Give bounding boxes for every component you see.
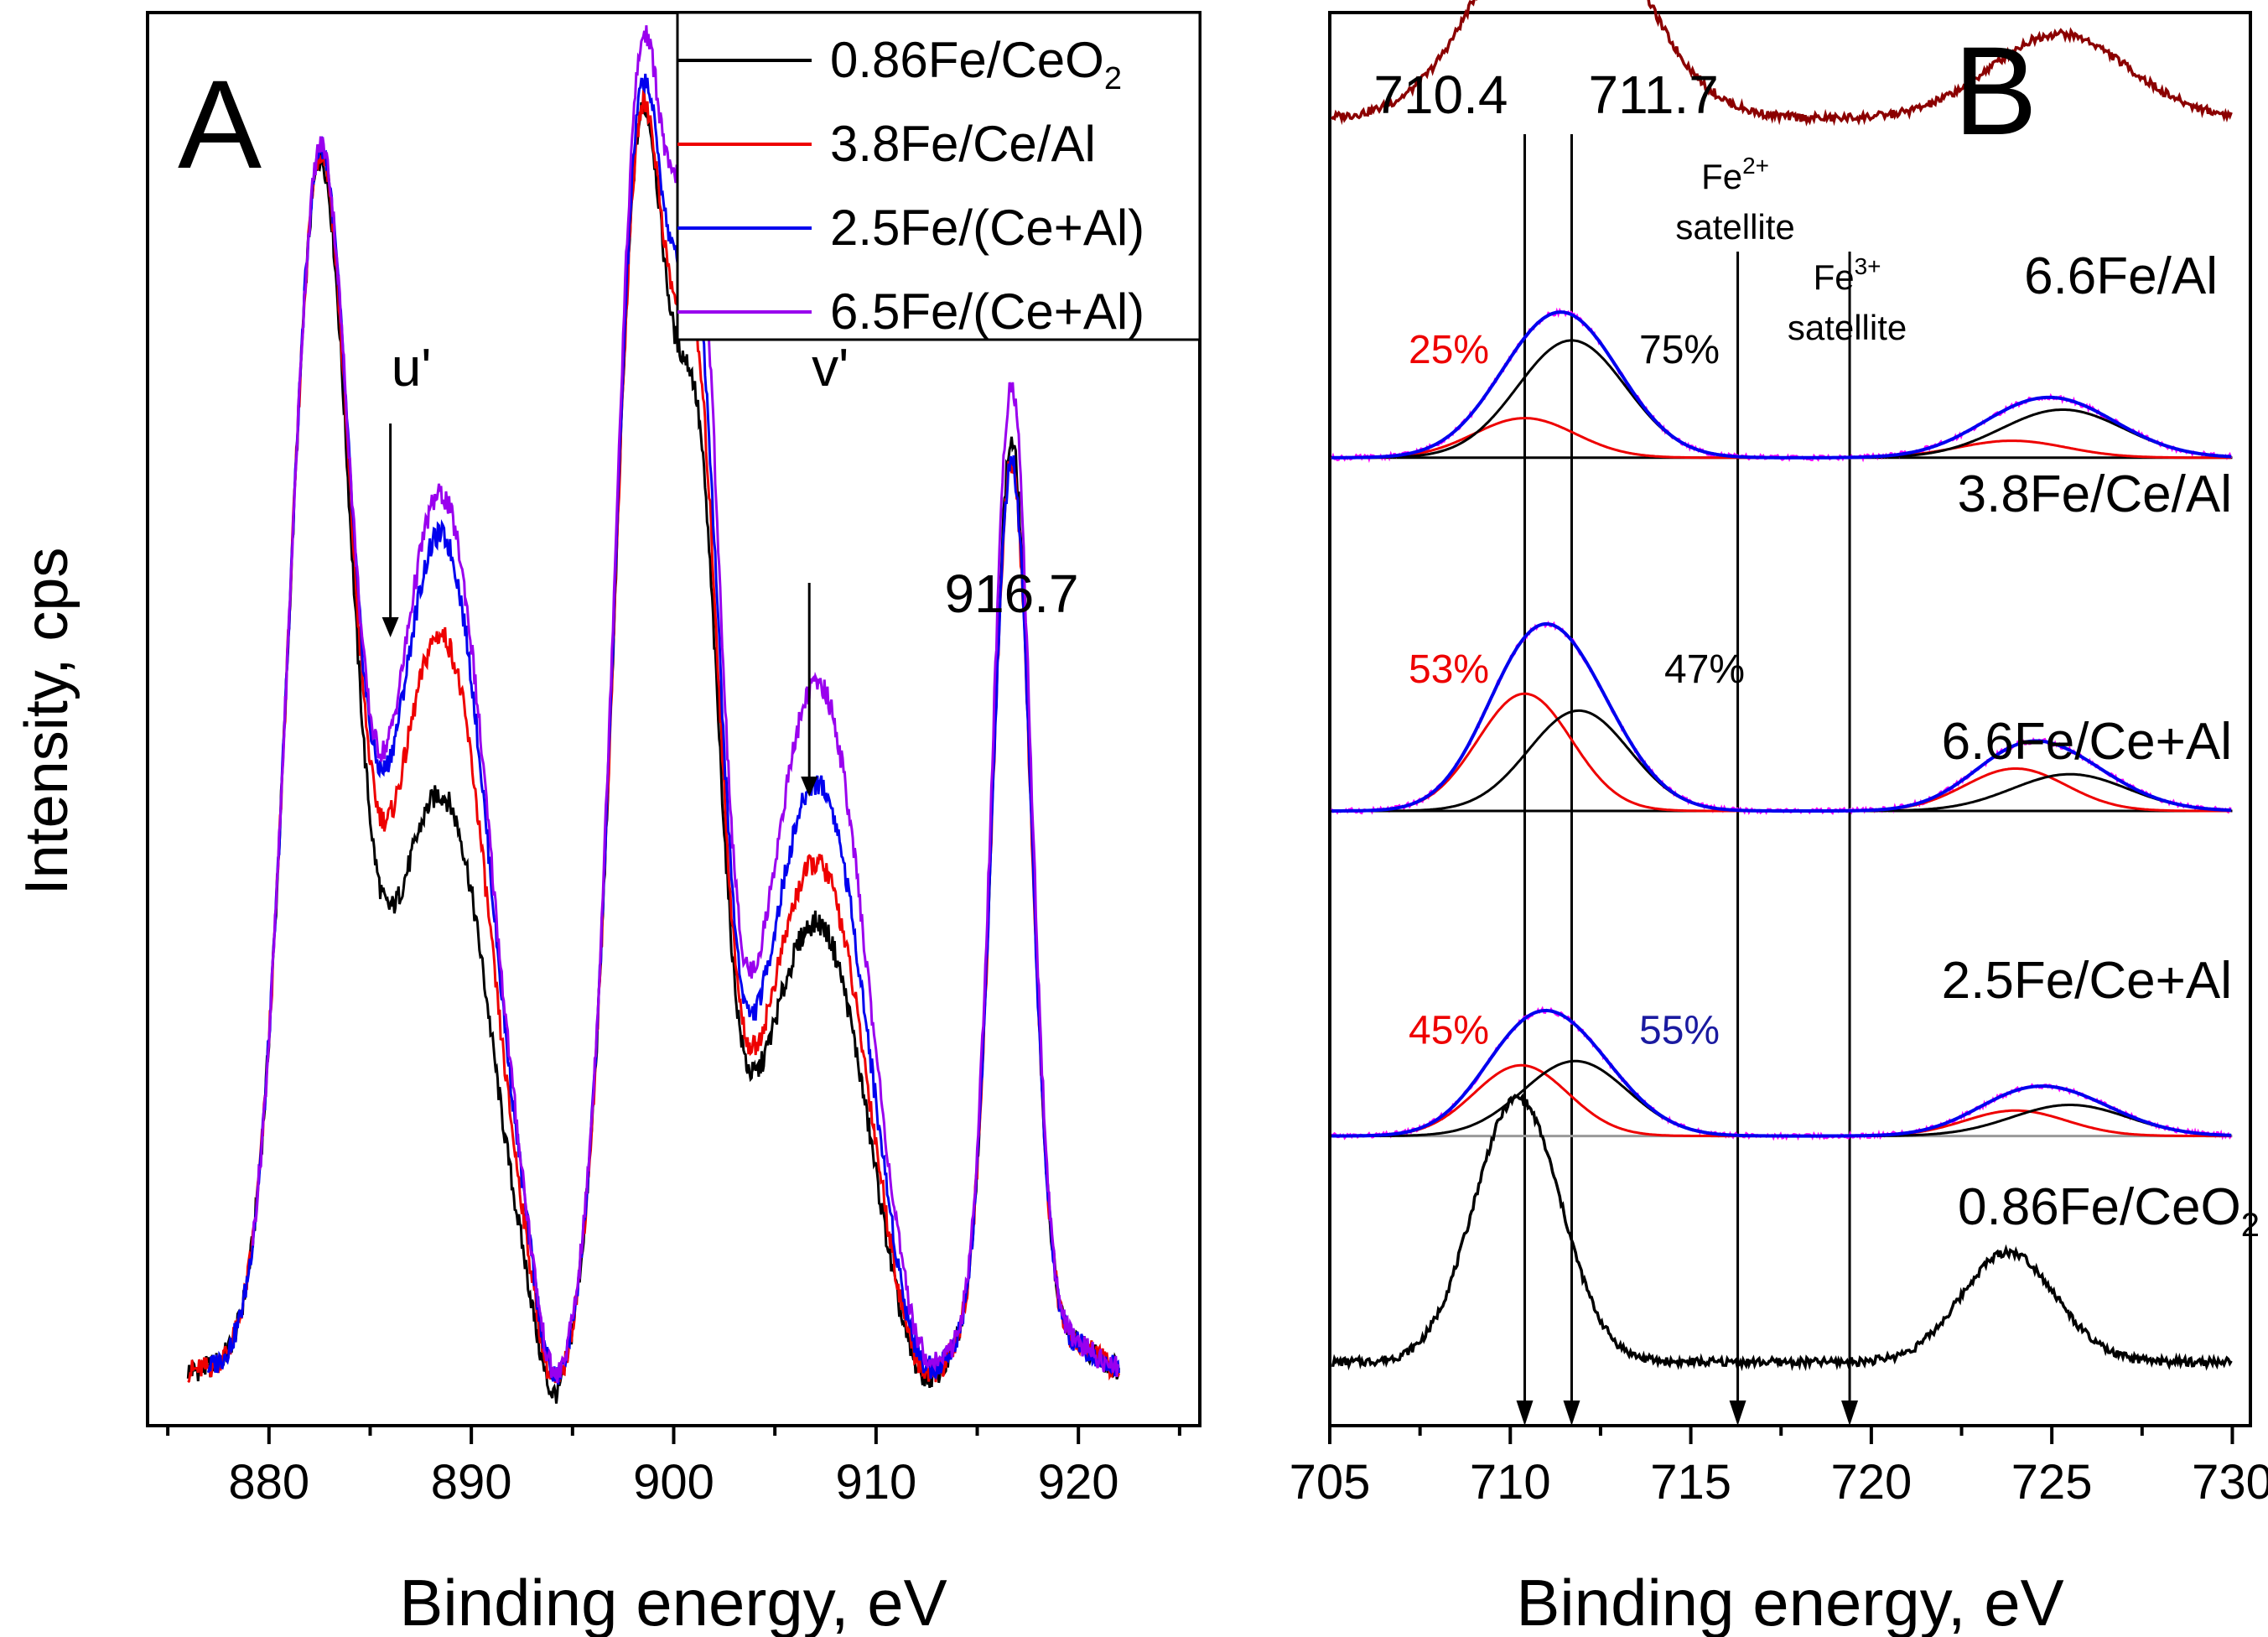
legend-entry-text: 3.8Fe/Ce/Al [830, 116, 1096, 172]
legend-box [676, 11, 1201, 341]
component-percentage-label: 75% [1639, 328, 1720, 372]
satellite-ion-superscript: 2+ [1742, 153, 1769, 179]
legend-entry-text: 2.5Fe/(Ce+Al) [830, 200, 1144, 256]
panel-b-x-tick-label: 730 [2192, 1455, 2268, 1510]
component-percentage-label: 55% [1639, 1009, 1720, 1053]
satellite-word-label: satellite [1675, 207, 1794, 247]
panel-b-spectrum-name: 2.5Fe/Ce+Al [1942, 952, 2232, 1010]
vertical-marker-value-label: 710.4 [1373, 65, 1508, 125]
panel-b-spectrum-name: 6.6Fe/Al [2024, 247, 2218, 305]
panel-b-x-axis-label: Binding energy, eV [1516, 1566, 2063, 1637]
spectrum-name-text: 0.86Fe/CeO [1958, 1178, 2241, 1236]
panel-a-x-tick-label: 910 [835, 1455, 916, 1510]
component-percentage-label: 45% [1409, 1009, 1489, 1053]
panel-b-vertical-markers [1516, 134, 1859, 1426]
panel-a-x-tick-label: 880 [228, 1455, 309, 1510]
legend-entry-label: 6.5Fe/(Ce+Al) [830, 283, 1144, 340]
panel-b-component-fit-line [1331, 417, 2232, 460]
panel-a-annotation-label: v' [812, 337, 849, 398]
panel-a-x-tick-label: 900 [633, 1455, 714, 1510]
panel-a-annotation-label: 916.7 [944, 564, 1078, 624]
panel-b-envelope-fit-line [1331, 1009, 2232, 1138]
panel-b-x-tick-label: 705 [1290, 1455, 1371, 1510]
panel-b-x-tick-label: 720 [1830, 1455, 1912, 1510]
satellite-ion-superscript: 3+ [1855, 253, 1881, 279]
spectrum-name-subscript: 2 [2241, 1207, 2260, 1244]
panel-b-labels: 710.4 711.7Fe2+satelliteFe3+satellite6.6F… [1373, 65, 2260, 1244]
panel-a-annotation-label: u' [392, 337, 432, 398]
panel-b-spectrum-line [1331, 0, 2233, 127]
panel-a-x-tick-label: 890 [431, 1455, 512, 1510]
panel-a-x-axis-label: Binding energy, eV [399, 1566, 947, 1637]
vertical-marker-arrowhead [1516, 1401, 1534, 1426]
panel-b-x-tick-label: 710 [1470, 1455, 1551, 1510]
satellite-word-label: satellite [1788, 308, 1907, 347]
panel-a-series-group [186, 25, 1120, 1404]
panel-b-x-tick-label: 715 [1650, 1455, 1731, 1510]
spectrum-name-text: 6.6Fe/Al [2024, 247, 2218, 305]
vertical-marker-arrowhead [1729, 1401, 1746, 1426]
component-percentage-label: 25% [1409, 328, 1489, 372]
panel-b-spectrum-name: 3.8Fe/Ce/Al [1958, 465, 2232, 523]
legend-entry-text: 0.86Fe/CeO [830, 32, 1104, 88]
legend-entry-subscript: 2 [1104, 61, 1122, 96]
spectrum-name-text: 3.8Fe/Ce/Al [1958, 465, 2232, 523]
panel-a-y-axis-label: Intensity, cps [13, 548, 80, 896]
panel-b-spectrum-name: 0.86Fe/CeO2 [1958, 1178, 2260, 1244]
vertical-marker-value-label: 711.7 [1588, 65, 1718, 125]
panel-b: 705 710 715 720 725 730 710.4 711.7Fe2+satelli… [1290, 0, 2268, 1637]
legend-entry-label: 0.86Fe/CeO2 [830, 32, 1122, 96]
spectrum-name-text: 2.5Fe/Ce+Al [1942, 952, 2232, 1010]
vertical-marker-arrowhead [1841, 1401, 1859, 1426]
legend-entry-text: 6.5Fe/(Ce+Al) [830, 283, 1144, 340]
component-percentage-label: 47% [1664, 647, 1745, 692]
component-percentage-label: 53% [1409, 647, 1489, 692]
panel-b-envelope-fit-line [1331, 310, 2232, 460]
legend-entry-label: 3.8Fe/Ce/Al [830, 116, 1096, 172]
panel-b-series-group [1331, 0, 2233, 1372]
satellite-ion-text: Fe [1814, 257, 1855, 297]
satellite-ion-label: Fe3+ [1814, 253, 1881, 297]
panel-b-spectrum-line [1331, 1093, 2233, 1372]
panel-b-x-tick-label: 725 [2011, 1455, 2093, 1510]
panel-b-envelope-fit-line [1331, 622, 2232, 813]
panel-b-frame [1328, 11, 2252, 1427]
panel-b-x-ticks: 705 710 715 720 725 730 [1290, 1426, 2268, 1510]
panel-a-legend: 0.86Fe/CeO23.8Fe/Ce/Al2.5Fe/(Ce+Al)6.5Fe… [676, 11, 1201, 341]
panel-a-annotation-arrowhead [801, 777, 818, 797]
legend-entry-label: 2.5Fe/(Ce+Al) [830, 200, 1144, 256]
panel-b-label: B [1954, 20, 2037, 161]
panel-a: 880 890 900 910 920 u' v' 916.7 A Intensity, c… [13, 11, 1201, 1637]
satellite-ion-text: Fe [1701, 157, 1742, 196]
panel-a-annotation-arrowhead [381, 617, 399, 637]
vertical-marker-arrowhead [1563, 1401, 1580, 1426]
panel-b-spectrum-name: 6.6Fe/Ce+Al [1942, 713, 2232, 771]
panel-a-annotations: u' v' 916.7 [381, 337, 1079, 797]
spectrum-name-text: 6.6Fe/Ce+Al [1942, 713, 2232, 771]
satellite-ion-label: Fe2+ [1701, 153, 1769, 196]
panel-a-label: A [178, 54, 262, 195]
panel-a-x-tick-label: 920 [1038, 1455, 1119, 1510]
panel-a-x-ticks: 880 890 900 910 920 [166, 1426, 1181, 1510]
